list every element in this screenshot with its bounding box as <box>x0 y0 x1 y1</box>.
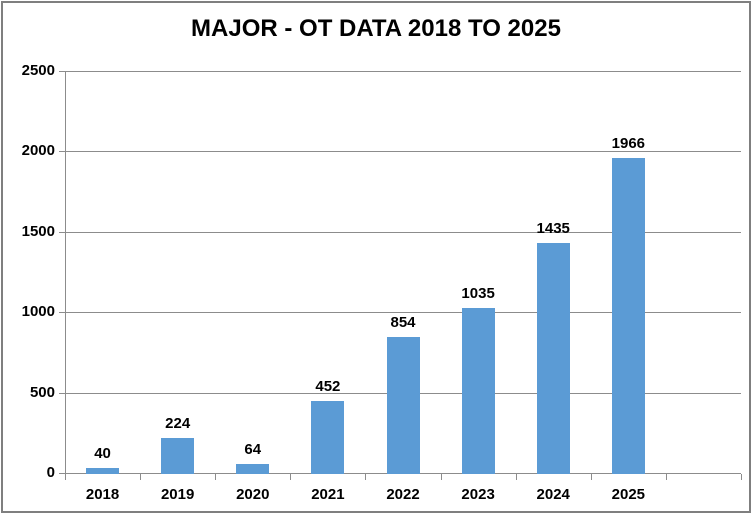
x-axis-tick <box>741 474 742 480</box>
x-axis-label: 2023 <box>461 486 495 503</box>
x-axis-label: 2025 <box>611 486 646 503</box>
bar-2021 <box>311 401 345 474</box>
x-axis-label: 2021 <box>311 486 345 503</box>
x-axis-label: 2018 <box>85 486 120 503</box>
y-axis-label: 500 <box>29 383 55 401</box>
y-axis-label: 1500 <box>21 222 55 240</box>
bar-2025 <box>611 157 645 474</box>
x-axis-tick <box>665 474 667 480</box>
chart-title: MAJOR - OT DATA 2018 TO 2025 <box>191 15 561 42</box>
bar-value-label: 452 <box>315 378 341 396</box>
y-axis-label: 1000 <box>21 303 55 321</box>
y-axis-tick <box>59 231 65 233</box>
y-axis-tick <box>59 151 65 153</box>
bar-2019 <box>161 437 195 474</box>
bar-value-label: 64 <box>244 440 262 458</box>
x-axis-label: 2019 <box>160 486 195 503</box>
x-axis-tick <box>590 474 592 480</box>
gridline <box>65 71 741 72</box>
bar-2020 <box>236 463 270 474</box>
y-axis-label: 2000 <box>21 142 55 160</box>
x-axis-tick <box>365 474 367 480</box>
x-axis-label: 2022 <box>386 486 420 503</box>
y-axis-tick <box>59 312 65 314</box>
bar-2024 <box>536 243 570 474</box>
y-axis-tick <box>59 473 65 474</box>
x-axis-tick <box>65 474 66 480</box>
bar-value-label: 40 <box>94 444 111 462</box>
x-axis-label: 2024 <box>536 486 570 503</box>
gridline <box>65 231 741 233</box>
x-axis-tick <box>215 474 217 480</box>
x-axis-tick <box>515 474 517 480</box>
x-axis-tick <box>440 474 442 480</box>
bar-2018 <box>86 467 120 474</box>
bar-value-label: 1035 <box>461 284 495 302</box>
x-axis-label: 2020 <box>236 486 270 503</box>
bar-2023 <box>461 307 495 474</box>
bar-2022 <box>386 336 420 474</box>
bar-value-label: 854 <box>390 313 416 331</box>
y-axis-line <box>65 72 66 480</box>
y-axis-tick <box>59 392 65 394</box>
x-axis-tick <box>140 474 142 480</box>
gridline <box>65 312 741 314</box>
y-axis-label: 0 <box>46 464 55 481</box>
gridline <box>65 151 741 153</box>
bar-value-label: 1435 <box>536 220 570 238</box>
y-axis-label: 2500 <box>21 62 55 79</box>
bar-value-label: 224 <box>165 414 191 432</box>
bar-value-label: 1966 <box>611 134 646 152</box>
y-axis-tick <box>59 71 65 72</box>
x-axis-tick <box>290 474 292 480</box>
